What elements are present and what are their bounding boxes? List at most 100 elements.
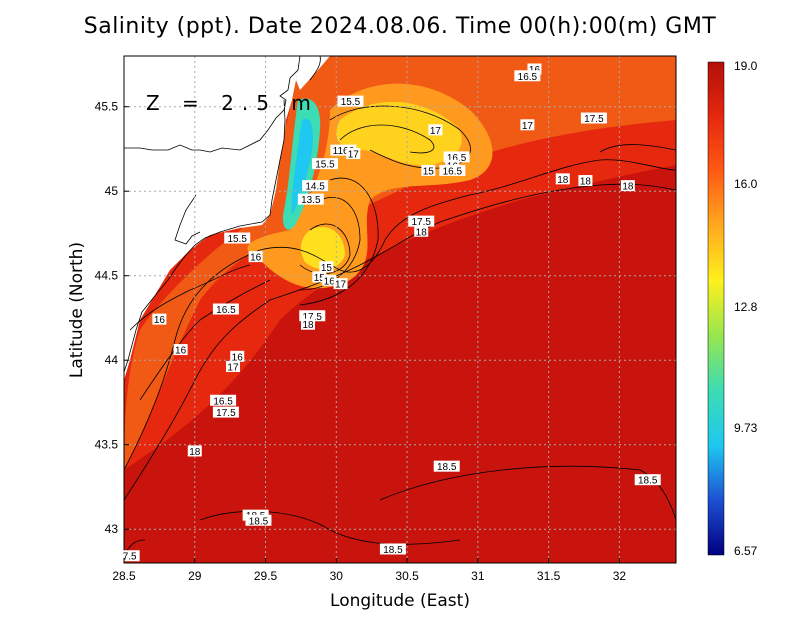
x-tick-label: 32 xyxy=(613,569,627,583)
contour-17-5 xyxy=(124,159,676,471)
contour-label: 18 xyxy=(414,225,429,238)
coastline-west xyxy=(124,99,286,373)
x-tick-label: 28.5 xyxy=(112,569,136,583)
contour-label-bg xyxy=(302,180,329,192)
y-tick-label: 44.5 xyxy=(95,269,119,283)
contour-label-bg xyxy=(428,124,443,136)
contour-label-bg xyxy=(301,318,315,330)
contour-label: 17.5 xyxy=(212,406,239,419)
contour-label-text: 7.5 xyxy=(123,552,137,563)
contour-label-text: 17 xyxy=(522,121,534,132)
contour-label: 18.5 xyxy=(245,514,272,527)
contour-label: 16 xyxy=(173,344,188,357)
contour-label: 7.5 xyxy=(119,550,140,563)
contour-label-text: 15.5 xyxy=(315,160,335,171)
contour-16 xyxy=(129,264,251,331)
contour-label-text: 18 xyxy=(557,175,569,186)
y-axis-ticks: 43 43.5 44 44.5 45 45.5 xyxy=(95,100,129,536)
contour-label-text: 17 xyxy=(335,280,347,291)
contour-label-bg xyxy=(319,261,334,273)
contour-label-text: 18.5 xyxy=(249,516,269,527)
contour-16-north xyxy=(329,105,471,169)
map-field xyxy=(124,56,676,563)
contour-18 xyxy=(124,183,676,501)
x-axis-ticks: 28.5 29 29.5 30 30.5 31 31.5 32 xyxy=(112,558,626,583)
grid-lines xyxy=(124,56,676,563)
contour-label: 1166 xyxy=(330,144,357,157)
colorbar-label: 9.73 xyxy=(734,421,758,435)
contour-label: 15 xyxy=(421,164,436,177)
contour-label-text: 17 xyxy=(227,362,239,373)
contour-label: 17 xyxy=(225,360,240,373)
contour-label-text: 16.5 xyxy=(518,72,538,83)
contour-label-bg xyxy=(152,313,167,325)
contour-label-text: 18 xyxy=(580,177,592,188)
coastline-ne xyxy=(309,56,321,81)
contour-label-bg xyxy=(346,148,361,160)
contour-label: 16.5 xyxy=(514,70,541,83)
contour-label-text: 1166 xyxy=(333,146,355,157)
contour-label: 15.5 xyxy=(311,158,338,171)
contour-label-bg xyxy=(173,344,188,356)
contour-label: 17 xyxy=(428,124,443,137)
contour-label: 16 xyxy=(322,274,337,287)
contour-label-text: 18.5 xyxy=(383,545,403,556)
contour-label-text: 14.5 xyxy=(305,182,325,193)
contour-label-text: 18 xyxy=(416,227,428,238)
contour-label: 16.5 xyxy=(443,151,470,164)
contour-label: 18.5 xyxy=(634,474,661,487)
contour-label-text: 15 xyxy=(321,263,333,274)
contour-label-text: 15.5 xyxy=(341,97,361,108)
contour-label: 18 xyxy=(620,180,635,193)
contour-label-bg xyxy=(520,119,535,131)
x-tick-label: 29.5 xyxy=(254,569,278,583)
contour-label-text: 13.5 xyxy=(301,195,321,206)
contour-label: 18 xyxy=(301,318,315,331)
contour-label: 18.5 xyxy=(433,460,460,473)
contour-label-bg xyxy=(620,180,635,192)
contour-label-bg xyxy=(224,232,251,244)
contour-label-bg xyxy=(212,406,239,418)
contour-label-text: 16 xyxy=(232,352,244,363)
contour-label-text: 16 xyxy=(324,276,336,287)
contour-label-text: 18.5 xyxy=(638,476,658,487)
contour-label-bg xyxy=(634,474,661,486)
contour-label-text: 17.5 xyxy=(303,312,323,323)
plume-yellow-north xyxy=(336,101,462,166)
plot-title: Salinity (ppt). Date 2024.08.06. Time 00… xyxy=(83,14,717,39)
x-axis-label: Longitude (East) xyxy=(330,591,470,611)
contour-label-bg xyxy=(333,278,348,290)
contour-label: 18 xyxy=(578,175,593,188)
contour-label: 17 xyxy=(346,148,361,161)
contour-label-bg xyxy=(527,63,542,75)
coastline-north xyxy=(124,56,301,153)
colorbar-labels: 19.0 16.0 12.8 9.73 6.57 xyxy=(734,59,758,558)
contour-label-text: 18 xyxy=(622,182,634,193)
contour-label: 16 xyxy=(230,350,245,363)
contour-label-text: 17 xyxy=(430,126,442,137)
contour-label-text: 16 xyxy=(154,315,166,326)
contour-label-text: 15 xyxy=(423,166,435,177)
contour-label-bg xyxy=(421,164,436,176)
contour-label-bg xyxy=(187,445,202,457)
contour-label: 18 xyxy=(187,445,202,458)
contour-label-text: 15.5 xyxy=(227,234,247,245)
land-mask-north xyxy=(296,56,330,90)
plume-yellow-south xyxy=(300,226,345,270)
contour-label: 17.5 xyxy=(580,112,607,125)
contour-label-bg xyxy=(439,164,466,176)
contour-label-text: 18 xyxy=(302,320,314,331)
contour-label-bg xyxy=(379,543,406,555)
contour-label: 15 xyxy=(319,261,334,274)
contour-label: 17.5 xyxy=(299,310,326,323)
y-tick-label: 45.5 xyxy=(95,100,119,114)
contour-label-bg xyxy=(322,274,337,286)
plume-lowest-salinity xyxy=(291,118,313,215)
contour-label-bg xyxy=(297,193,324,205)
contour-label: 15 xyxy=(312,271,327,284)
contour-lines xyxy=(124,105,676,556)
contour-label: 16 xyxy=(248,251,263,264)
contour-label-text: 16.5 xyxy=(447,153,467,164)
contour-label-bg xyxy=(311,158,338,170)
